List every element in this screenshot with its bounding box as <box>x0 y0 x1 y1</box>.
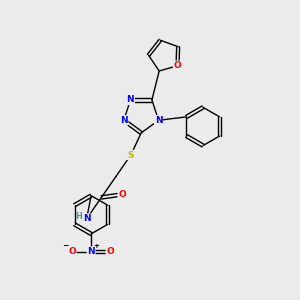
Text: N: N <box>83 214 91 223</box>
Text: O: O <box>68 247 76 256</box>
Text: N: N <box>155 116 162 125</box>
Text: O: O <box>118 190 126 199</box>
Text: N: N <box>127 95 134 104</box>
Text: +: + <box>94 243 99 249</box>
Text: −: − <box>62 241 69 250</box>
Text: O: O <box>106 247 114 256</box>
Text: N: N <box>87 247 95 256</box>
Text: H: H <box>75 212 82 221</box>
Text: N: N <box>120 116 127 125</box>
Text: O: O <box>174 61 182 70</box>
Text: S: S <box>128 151 134 160</box>
